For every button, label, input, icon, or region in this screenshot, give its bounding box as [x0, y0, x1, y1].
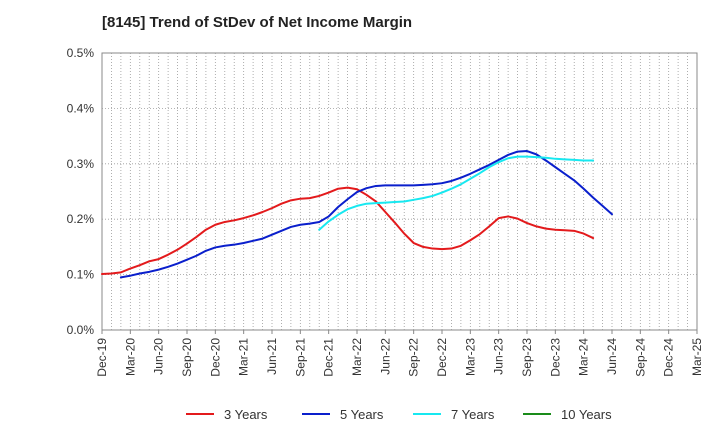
- x-tick-label: Sep-22: [407, 338, 421, 377]
- x-tick-label: Mar-25: [690, 338, 704, 376]
- x-tick-label: Dec-23: [548, 338, 562, 377]
- x-tick-label: Sep-23: [520, 338, 534, 377]
- x-tick-label: Dec-24: [662, 338, 676, 377]
- legend-label: 3 Years: [224, 407, 268, 422]
- x-tick-label: Dec-22: [435, 338, 449, 377]
- x-tick-label: Dec-21: [322, 338, 336, 377]
- series-line-3-years: [101, 186, 595, 276]
- y-tick-label: 0.4%: [67, 101, 95, 115]
- x-tick-label: Jun-20: [152, 338, 166, 375]
- x-tick-label: Mar-21: [237, 338, 251, 376]
- series-line-5-years: [119, 150, 613, 279]
- legend-label: 10 Years: [561, 407, 612, 422]
- x-tick-label: Jun-24: [605, 338, 619, 375]
- y-tick-label: 0.1%: [67, 268, 95, 282]
- grid: [101, 52, 698, 331]
- x-tick-label: Jun-21: [265, 338, 279, 375]
- legend: 3 Years 5 Years 7 Years 10 Years: [186, 407, 612, 422]
- legend-label: 5 Years: [340, 407, 384, 422]
- axes: 0.0% 0.1% 0.2% 0.3% 0.4% 0.5% Dec-19 Mar-20 Jun-…: [67, 46, 704, 377]
- x-tick-label: Mar-22: [350, 338, 364, 376]
- y-tick-label: 0.2%: [67, 212, 95, 226]
- x-tick-label: Sep-24: [633, 338, 647, 377]
- y-tick-label: 0.3%: [67, 157, 95, 171]
- legend-label: 7 Years: [451, 407, 495, 422]
- plot-area: [101, 52, 698, 331]
- series-line-7-years: [318, 155, 595, 231]
- x-tick-label: Sep-21: [293, 338, 307, 377]
- x-tick-label: Mar-24: [577, 338, 591, 376]
- x-tick-label: Sep-20: [180, 338, 194, 377]
- x-tick-label: Mar-20: [123, 338, 137, 376]
- series-lines: [101, 150, 613, 279]
- y-tick-label: 0.5%: [67, 46, 95, 60]
- x-tick-label: Jun-23: [492, 338, 506, 375]
- x-tick-label: Jun-22: [378, 338, 392, 375]
- x-tick-label: Mar-23: [463, 338, 477, 376]
- chart-title: [8145] Trend of StDev of Net Income Marg…: [102, 14, 413, 31]
- x-tick-label: Dec-20: [208, 338, 222, 377]
- x-tick-label: Dec-19: [95, 338, 109, 377]
- y-tick-label: 0.0%: [67, 323, 95, 337]
